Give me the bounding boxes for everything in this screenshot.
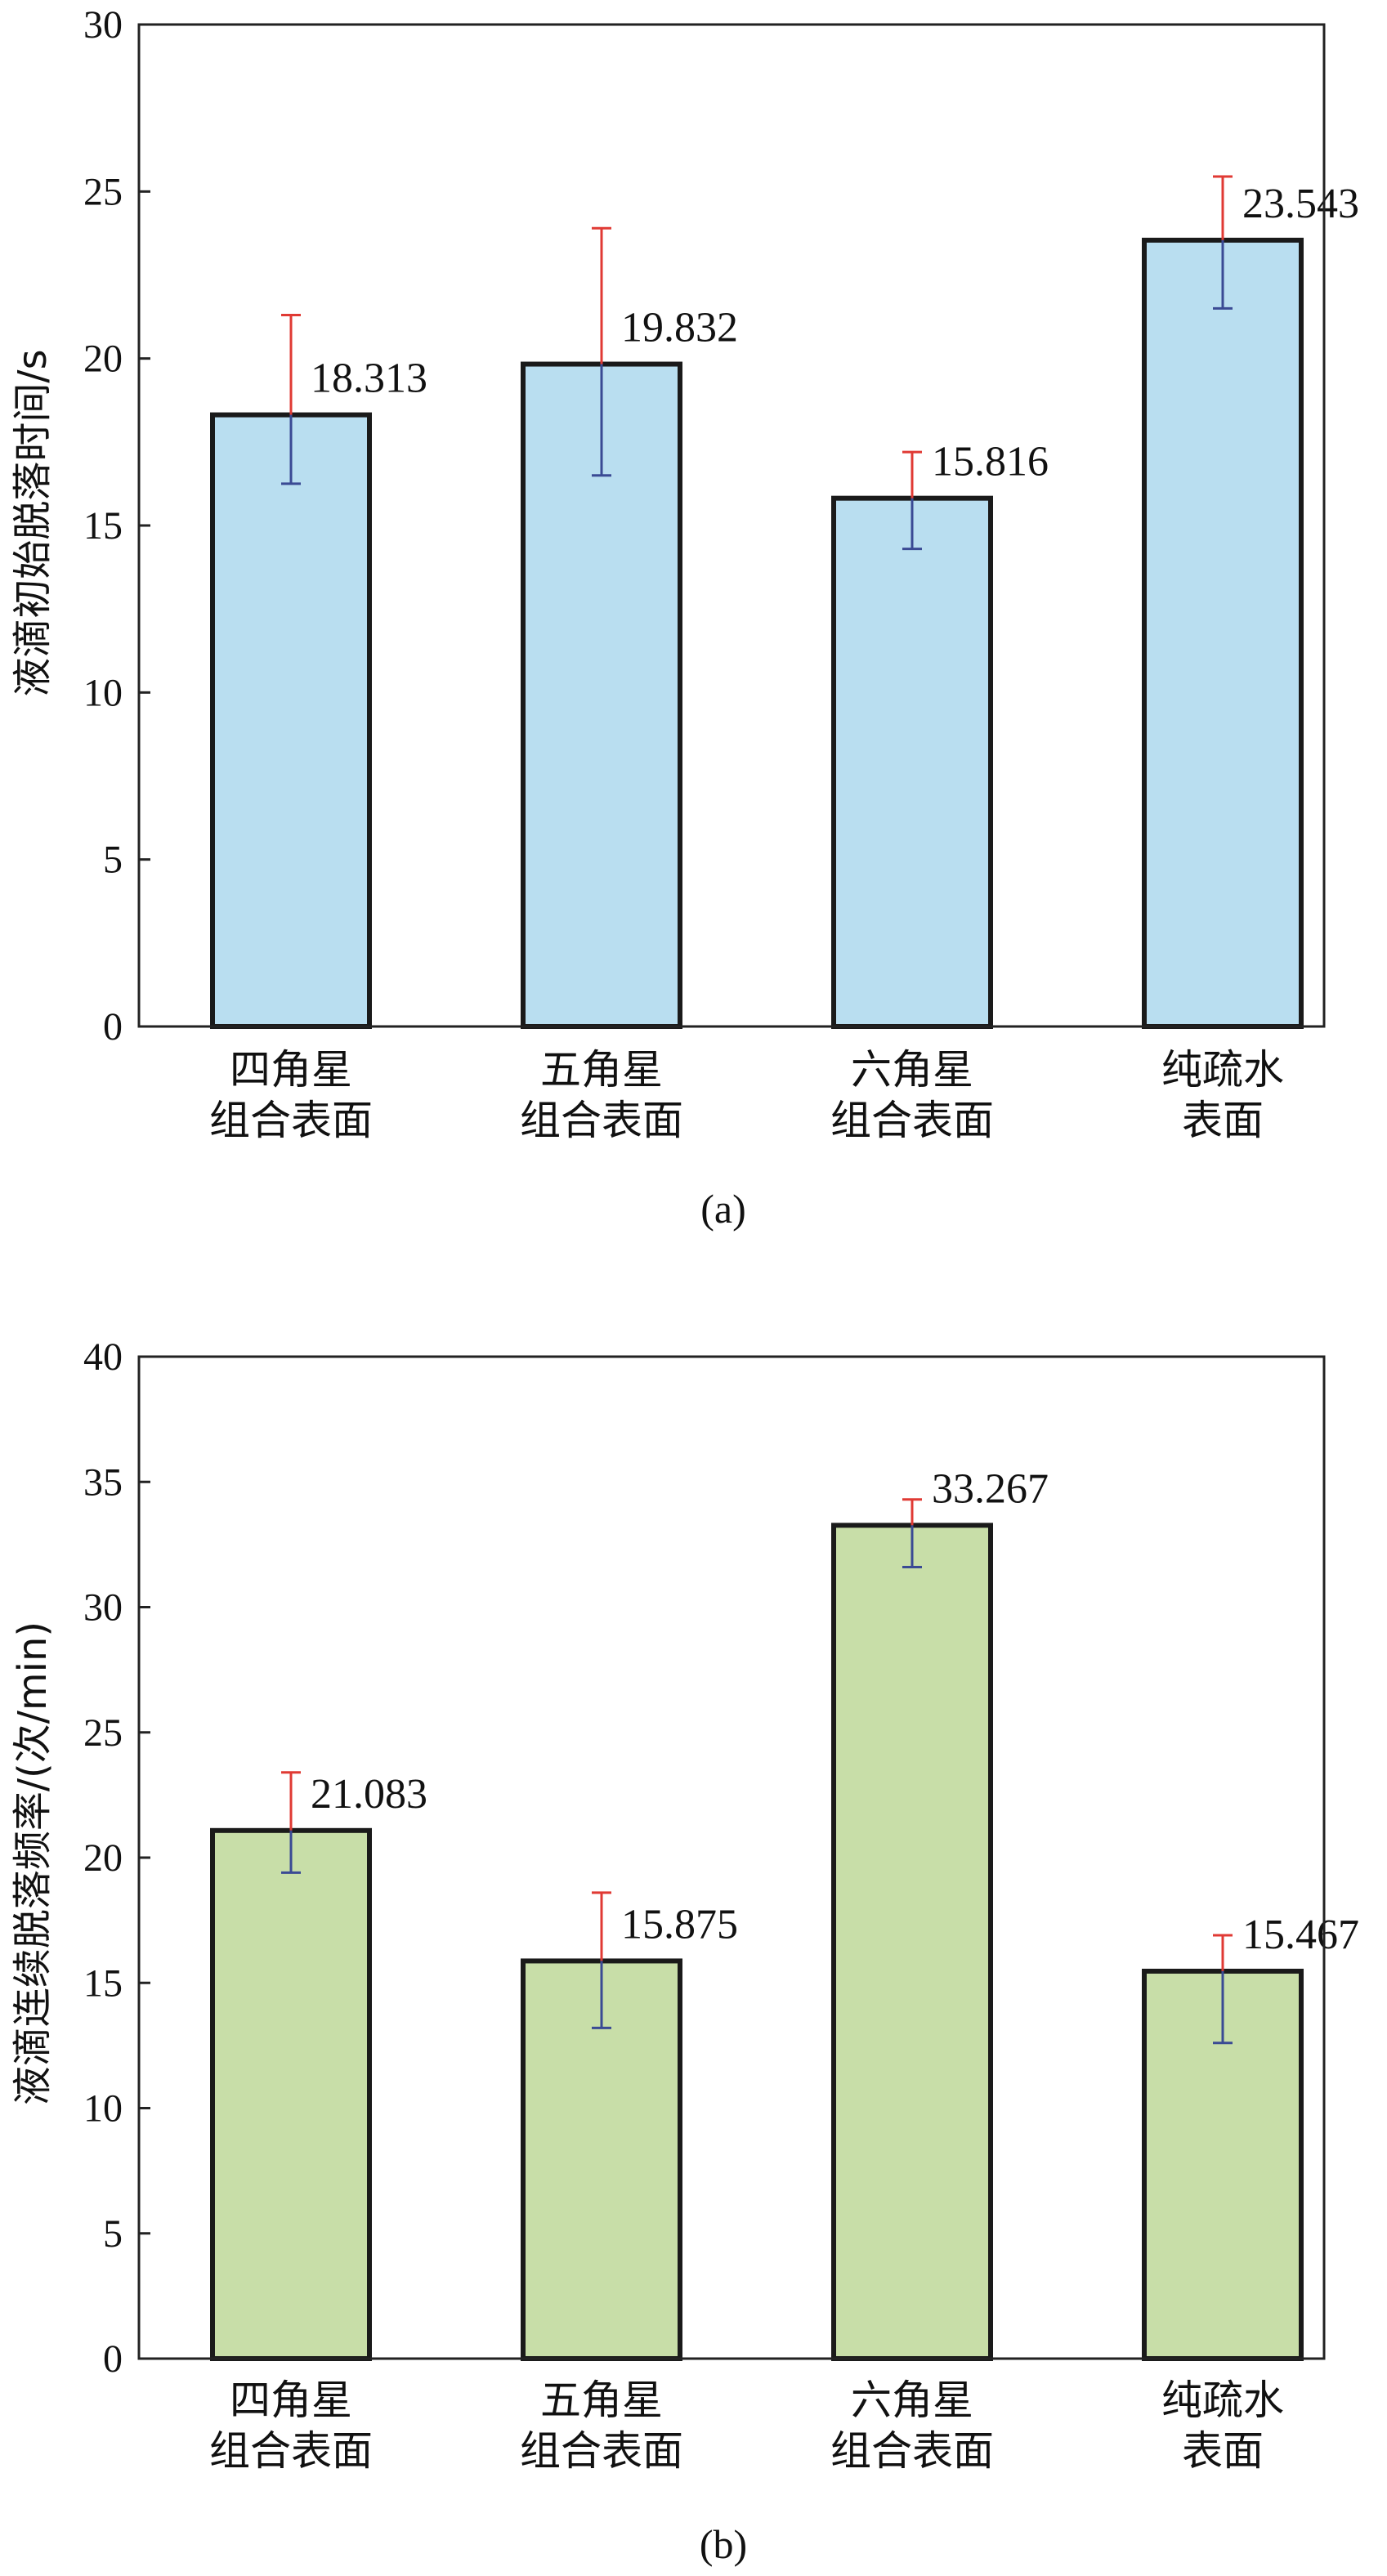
data-label: 18.313 (311, 356, 427, 402)
bar (1142, 237, 1304, 1030)
caption: (b) (700, 2521, 747, 2567)
x-tick-label: 表面 (1182, 1097, 1264, 1144)
x-tick-label: 组合表面 (520, 1097, 683, 1144)
x-tick-label: 五角星 (540, 1046, 663, 1093)
y-tick-label: 10 (83, 671, 123, 714)
x-tick-label: 组合表面 (520, 2427, 683, 2475)
y-tick-label: 15 (83, 1961, 123, 2005)
x-tick-label: 六角星 (851, 2377, 973, 2424)
x-tick-label: 纯疏水 (1161, 1046, 1284, 1093)
y-tick-label: 20 (83, 1836, 123, 1880)
y-tick-label: 5 (103, 839, 123, 882)
y-tick-label: 25 (83, 170, 123, 213)
x-tick-label: 组合表面 (830, 1097, 994, 1144)
y-tick-label: 5 (103, 2212, 123, 2256)
y-axis-label: 液滴连续脱落频率/(次/min) (10, 1621, 56, 2105)
y-axis-label: 液滴初始脱落时间/s (10, 349, 56, 696)
x-tick-label: 表面 (1182, 2427, 1264, 2475)
data-label: 15.875 (621, 1901, 738, 1948)
y-tick-label: 40 (83, 1335, 123, 1379)
y-tick-label: 15 (83, 504, 123, 548)
x-tick-label: 组合表面 (830, 2427, 994, 2475)
chart-b: 21.083四角星组合表面15.875五角星组合表面33.267六角星组合表面1… (10, 1335, 1359, 2567)
chart-a: 18.313四角星组合表面19.832五角星组合表面15.816六角星组合表面2… (10, 3, 1359, 1232)
x-tick-label: 四角星 (230, 1046, 352, 1093)
x-tick-label: 六角星 (851, 1046, 973, 1093)
y-tick-label: 0 (103, 1005, 123, 1049)
data-label: 19.832 (621, 305, 738, 351)
bar (210, 1827, 372, 2362)
y-tick-label: 10 (83, 2087, 123, 2131)
y-tick-label: 25 (83, 1711, 123, 1755)
bar (210, 412, 372, 1030)
bar (831, 1523, 993, 2361)
x-tick-label: 五角星 (540, 2377, 663, 2424)
data-label: 23.543 (1242, 181, 1359, 227)
x-tick-label: 纯疏水 (1161, 2377, 1284, 2424)
bar (831, 495, 993, 1029)
y-tick-label: 30 (83, 1586, 123, 1630)
y-tick-label: 35 (83, 1460, 123, 1504)
y-tick-label: 0 (103, 2337, 123, 2381)
x-tick-label: 组合表面 (209, 2427, 373, 2475)
data-label: 15.816 (932, 439, 1049, 485)
y-tick-label: 30 (83, 3, 123, 47)
caption: (a) (700, 1186, 746, 1232)
y-tick-label: 20 (83, 338, 123, 381)
data-label: 15.467 (1242, 1912, 1359, 1958)
x-tick-label: 四角星 (230, 2377, 352, 2424)
data-label: 33.267 (932, 1465, 1049, 1512)
x-tick-label: 组合表面 (209, 1097, 373, 1144)
data-label: 21.083 (311, 1771, 427, 1818)
